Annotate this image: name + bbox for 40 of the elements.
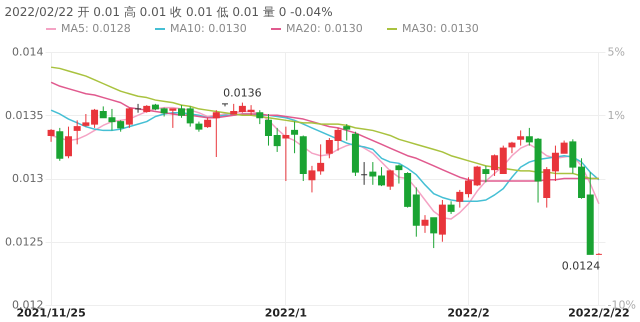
candlestick bbox=[64, 126, 72, 159]
candlestick bbox=[508, 141, 516, 154]
line-series bbox=[50, 109, 600, 202]
x-tick-label: 2022/2 bbox=[447, 306, 490, 320]
candlestick bbox=[230, 103, 238, 114]
candlestick bbox=[482, 165, 490, 183]
x-tick-label: 2022/1 bbox=[264, 306, 308, 320]
y-tick-label: 0.014 bbox=[12, 46, 44, 58]
candlestick bbox=[204, 117, 212, 128]
legend-label: MA5: 0.0128 bbox=[61, 22, 131, 35]
text: 2022/02/22 开 0.01 高 0.01 收 0.01 低 0.01 量 0 -0.04% bbox=[4, 5, 333, 19]
legend-label: MA10: 0.0130 bbox=[170, 22, 247, 35]
candlestick bbox=[517, 130, 524, 146]
y-tick-label: 0.0135 bbox=[5, 108, 44, 122]
candlestick bbox=[256, 110, 264, 125]
y-tick-label: 0.013 bbox=[12, 172, 44, 185]
line-series bbox=[50, 66, 600, 180]
legend-label: MA30: 0.0130 bbox=[402, 22, 479, 35]
annotation: 0.0124 bbox=[562, 259, 600, 272]
candlestick bbox=[360, 162, 368, 186]
candlestick bbox=[126, 107, 133, 128]
candlestick bbox=[343, 124, 350, 142]
candlestick bbox=[169, 108, 176, 128]
candlestick bbox=[291, 121, 298, 154]
candlestick bbox=[395, 164, 402, 184]
y-tick-label: 0.0125 bbox=[5, 235, 44, 248]
annotation: 0.0136 bbox=[223, 86, 262, 100]
candlestick bbox=[212, 110, 220, 158]
candlestick bbox=[282, 126, 290, 182]
y2-tick-label: 1% bbox=[608, 108, 625, 122]
candlestick bbox=[430, 217, 438, 249]
y2-tick-label: 5% bbox=[608, 46, 625, 58]
candlestick bbox=[48, 128, 55, 142]
candlestick bbox=[448, 200, 455, 214]
candlestick bbox=[491, 154, 498, 176]
candlestick bbox=[195, 121, 202, 132]
candlestick bbox=[422, 214, 428, 234]
legend-label: MA20: 0.0130 bbox=[286, 22, 363, 35]
candlestick bbox=[74, 120, 81, 145]
candlestick bbox=[386, 169, 394, 190]
